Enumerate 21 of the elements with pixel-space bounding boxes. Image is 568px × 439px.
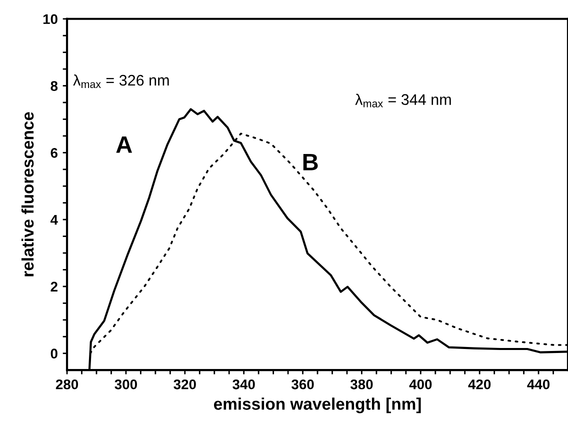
annotation: λ$_{max}$ = 344 nm <box>355 94 451 108</box>
y-tick-label: 6 <box>50 148 58 158</box>
series-label: B <box>303 154 318 170</box>
x-tick-label: 420 <box>468 379 491 390</box>
y-tick-label: 10 <box>43 14 58 24</box>
x-tick-label: 360 <box>292 379 314 390</box>
y-tick-label: 4 <box>50 215 58 225</box>
series-label: A <box>116 136 132 153</box>
x-axis-title: emission wavelength [nm] <box>214 398 421 414</box>
y-tick-label: 2 <box>50 282 58 292</box>
x-tick-label: 400 <box>409 379 432 390</box>
y-tick-label: 0 <box>50 348 58 359</box>
x-tick-label: 340 <box>232 379 255 390</box>
x-tick-label: 300 <box>114 379 137 390</box>
x-tick-label: 440 <box>527 379 550 390</box>
y-tick-label: 8 <box>50 81 58 91</box>
y-axis-title: relative fluorescence <box>21 112 34 276</box>
x-tick-label: 380 <box>350 379 373 390</box>
x-tick-label: 280 <box>56 379 78 390</box>
annotation: λ$_{max}$ = 326 nm <box>73 74 169 88</box>
x-tick-label: 320 <box>174 379 196 390</box>
